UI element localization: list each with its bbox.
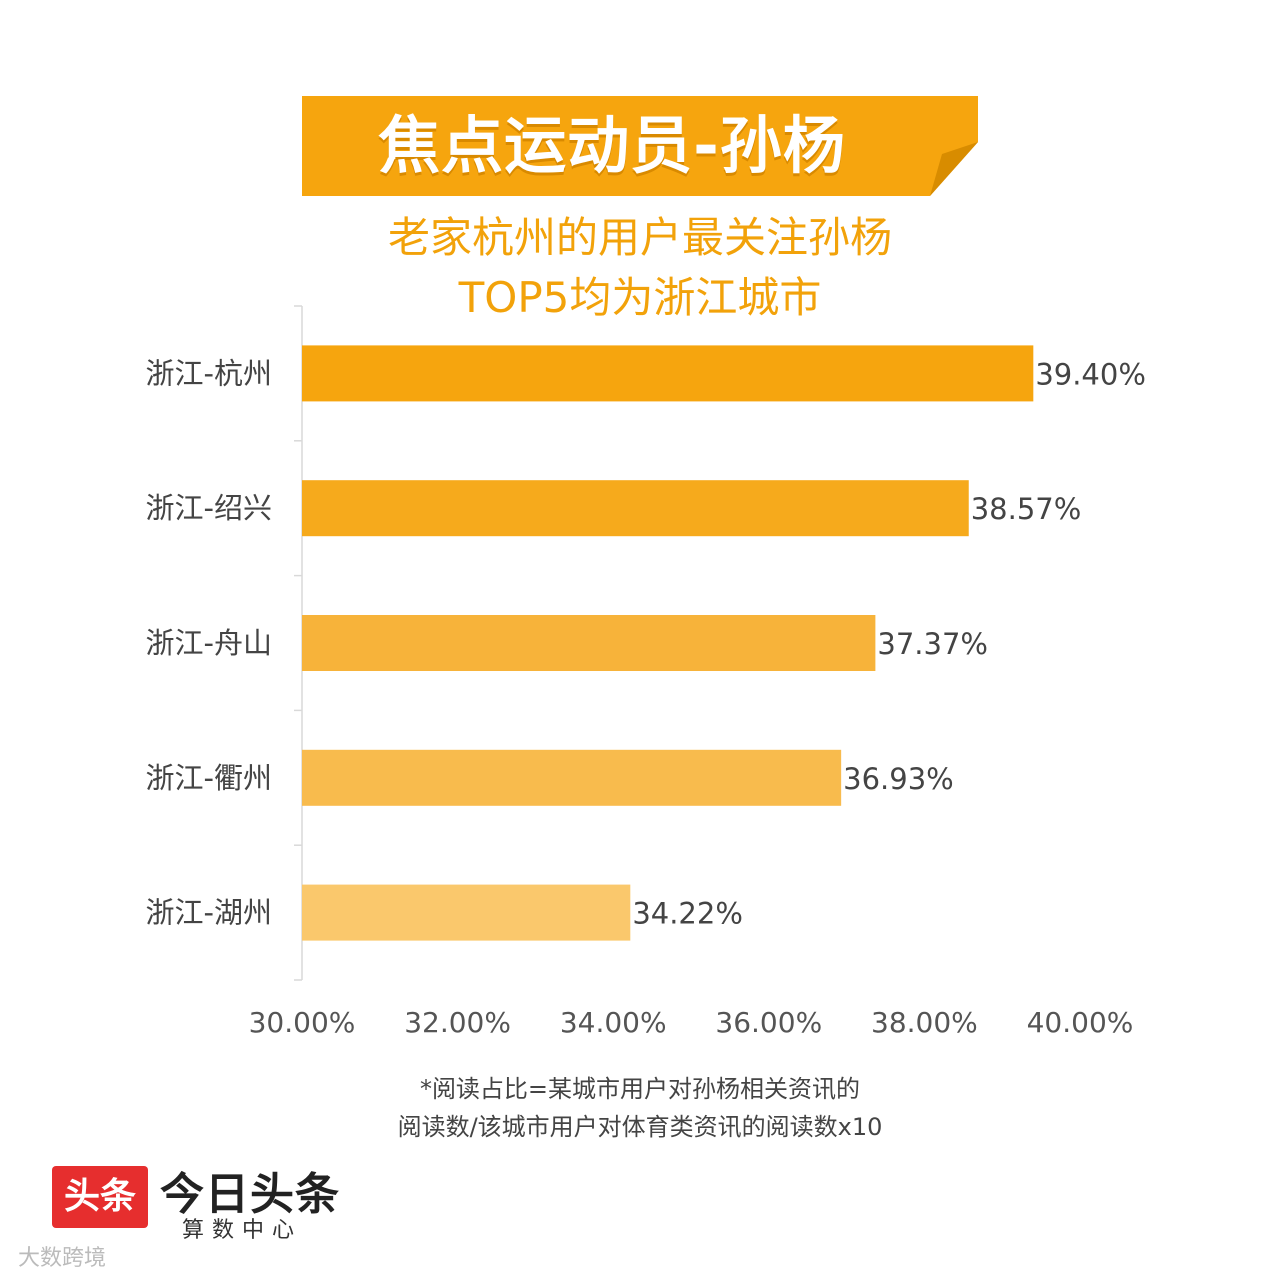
- category-label: 浙江-杭州: [146, 356, 272, 390]
- bar: [302, 480, 969, 537]
- x-tick-label: 30.00%: [249, 1006, 356, 1039]
- category-label: 浙江-绍兴: [146, 491, 272, 525]
- bar: [302, 345, 1034, 402]
- chart-subtitle: 老家杭州的用户最关注孙杨 TOP5均为浙江城市: [290, 208, 990, 328]
- category-label: 浙江-湖州: [146, 896, 272, 930]
- bar: [302, 615, 876, 671]
- logo-subtitle: 算数中心: [182, 1218, 303, 1243]
- logo-name: 今日头条: [160, 1169, 340, 1220]
- subtitle-line-2: TOP5均为浙江城市: [458, 273, 822, 322]
- bar: [302, 884, 631, 941]
- footnote-line-2: 阅读数/该城市用户对体育类资讯的阅读数x10: [397, 1113, 883, 1141]
- title-banner: 焦点运动员-孙杨: [302, 96, 978, 196]
- subtitle-line-1: 老家杭州的用户最关注孙杨: [387, 213, 892, 262]
- banner-title: 焦点运动员-孙杨: [378, 109, 846, 182]
- x-tick-label: 40.00%: [1027, 1006, 1134, 1039]
- x-tick-label: 34.00%: [560, 1006, 667, 1039]
- footnote-line-1: *阅读占比=某城市用户对孙杨相关资讯的: [419, 1075, 861, 1103]
- bar-chart: 浙江-杭州 39.40% 浙江-绍兴 38.57% 浙江-舟山 37.37% 浙江-衢州 36…: [146, 305, 1146, 1039]
- watermark: 大数跨境: [18, 1246, 107, 1271]
- data-label: 38.57%: [971, 492, 1082, 526]
- footnote: *阅读占比=某城市用户对孙杨相关资讯的 阅读数/该城市用户对体育类资讯的阅读数x…: [340, 1070, 940, 1146]
- category-label: 浙江-舟山: [146, 626, 272, 660]
- data-label: 39.40%: [1035, 357, 1146, 391]
- data-label: 34.22%: [632, 897, 743, 931]
- category-label: 浙江-衢州: [146, 761, 272, 795]
- x-tick-label: 36.00%: [715, 1006, 822, 1039]
- toutiao-logo-badge: 头条: [52, 1166, 148, 1228]
- x-tick-label: 32.00%: [404, 1006, 511, 1039]
- banner-ribbon: [302, 96, 978, 196]
- x-tick-label: 38.00%: [871, 1006, 978, 1039]
- data-label: 37.37%: [877, 627, 988, 661]
- data-label: 36.93%: [843, 762, 954, 796]
- bar: [302, 749, 842, 806]
